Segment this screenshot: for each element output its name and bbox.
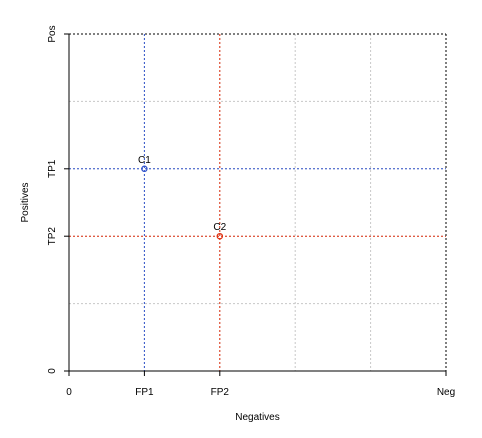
data-points: C1 C2 <box>138 155 227 240</box>
y-tick-label: TP1 <box>47 159 58 178</box>
x-tick-label: FP1 <box>135 387 154 398</box>
y-tick-label: TP2 <box>47 227 58 246</box>
grid-lines <box>69 34 446 371</box>
data-point-label: C2 <box>213 222 226 233</box>
x-axis-label: Negatives <box>235 412 279 423</box>
y-tick-label: 0 <box>47 368 58 374</box>
axes: 0 FP1 FP2 Neg 0 TP2 TP1 Pos <box>47 25 455 398</box>
x-tick-label: FP2 <box>211 387 230 398</box>
plot-frame <box>69 33 447 371</box>
x-tick-label: 0 <box>66 387 72 398</box>
y-axis-label: Positives <box>20 182 31 222</box>
y-tick-label: Pos <box>47 25 58 42</box>
x-tick-label: Neg <box>437 387 455 398</box>
data-point <box>141 165 148 173</box>
data-point <box>216 232 224 240</box>
data-point-label: C1 <box>138 155 151 166</box>
reference-lines <box>69 34 446 371</box>
